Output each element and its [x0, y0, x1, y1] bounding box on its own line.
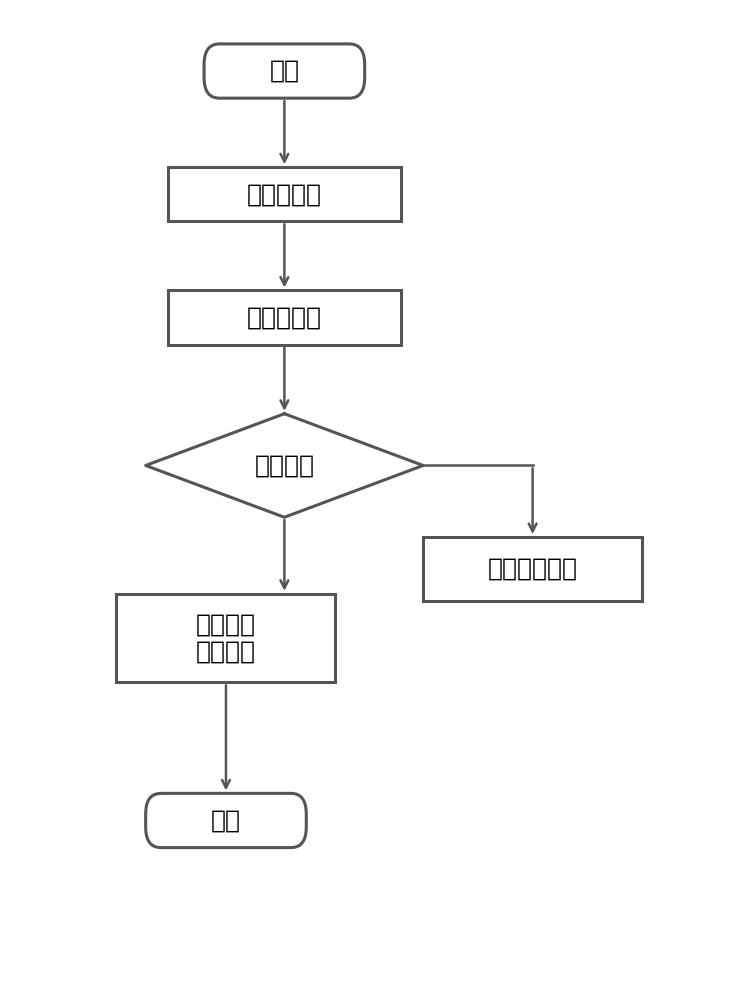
Bar: [117, 594, 336, 682]
Bar: [167, 290, 401, 345]
FancyBboxPatch shape: [146, 793, 307, 848]
Text: 端口初始化: 端口初始化: [247, 306, 322, 330]
Text: 结束: 结束: [211, 808, 241, 832]
Text: 开始: 开始: [269, 59, 299, 83]
Text: 调用中断
服务程序: 调用中断 服务程序: [196, 612, 256, 664]
FancyBboxPatch shape: [204, 44, 365, 98]
Bar: [423, 537, 642, 601]
Bar: [167, 167, 401, 221]
Text: 时钒初始化: 时钒初始化: [247, 182, 322, 206]
Text: 进入休眠模式: 进入休眠模式: [487, 557, 577, 581]
Text: 等待中断: 等待中断: [254, 453, 315, 477]
